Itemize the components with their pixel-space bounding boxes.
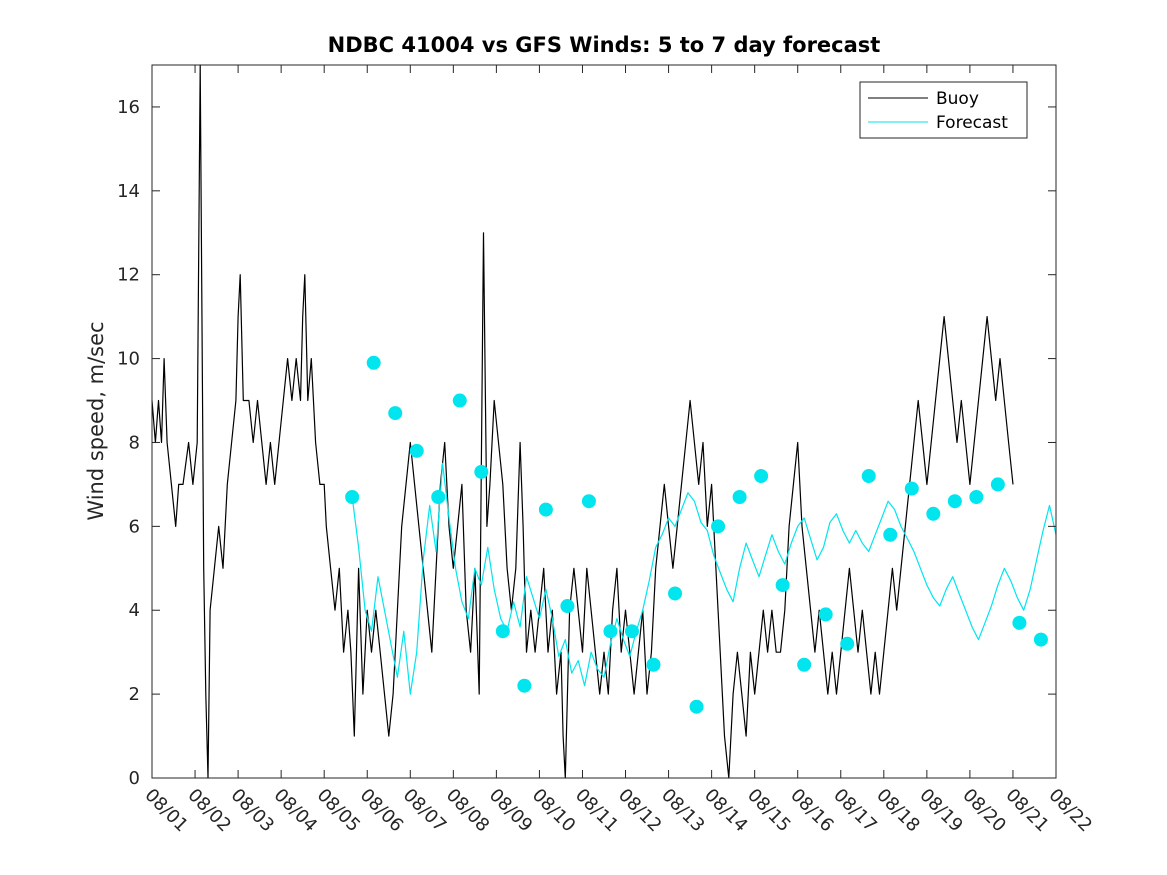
forecast-marker	[517, 678, 532, 693]
forecast-marker	[366, 355, 381, 370]
forecast-marker	[1012, 615, 1027, 630]
y-tick-label: 0	[129, 768, 140, 789]
forecast-marker	[409, 443, 424, 458]
forecast-marker	[732, 489, 747, 504]
forecast-marker	[797, 657, 812, 672]
legend-box	[859, 81, 1028, 139]
chart-title: NDBC 41004 vs GFS Winds: 5 to 7 day fore…	[328, 33, 881, 57]
forecast-marker	[345, 489, 360, 504]
x-tick-label: 08/05	[313, 785, 365, 837]
y-tick-label: 6	[129, 516, 140, 537]
forecast-marker	[711, 519, 726, 534]
forecast-marker	[689, 699, 704, 714]
legend: Buoy Forecast	[859, 81, 1028, 139]
forecast-marker	[388, 406, 403, 421]
series-line-forecast	[351, 462, 1057, 695]
plot-area	[152, 65, 1056, 778]
forecast-marker	[538, 502, 553, 517]
x-tick-label: 08/16	[786, 785, 838, 837]
x-tick-label: 08/04	[270, 785, 322, 837]
y-tick-label: 2	[129, 684, 140, 705]
forecast-marker	[560, 599, 575, 614]
x-tick-label: 08/13	[657, 785, 709, 837]
forecast-marker	[754, 469, 769, 484]
x-tick-label: 08/10	[528, 785, 580, 837]
forecast-marker	[474, 464, 489, 479]
forecast-marker	[495, 624, 510, 639]
x-tick-label: 08/22	[1044, 785, 1096, 837]
forecast-marker	[818, 607, 833, 622]
forecast-marker	[840, 636, 855, 651]
x-tick-label: 08/14	[700, 785, 752, 837]
x-tick-label: 08/20	[958, 785, 1010, 837]
y-tick-label: 10	[117, 349, 140, 370]
forecast-marker	[603, 624, 618, 639]
x-tick-label: 08/11	[571, 785, 623, 837]
x-tick-label: 08/12	[614, 785, 666, 837]
x-tick-label: 08/15	[743, 785, 795, 837]
y-tick-label: 4	[129, 600, 140, 621]
x-tick-label: 08/09	[485, 785, 537, 837]
series-layer	[151, 64, 1057, 779]
plot-frame	[151, 64, 1057, 779]
y-axis: 0 2 4 6 8 10 12 14 16	[117, 97, 1056, 789]
x-tick-label: 08/19	[915, 785, 967, 837]
x-tick-label: 08/17	[829, 785, 881, 837]
forecast-marker	[668, 586, 683, 601]
forecast-marker	[904, 481, 919, 496]
x-tick-label: 08/07	[399, 785, 451, 837]
y-tick-label: 12	[117, 265, 140, 286]
forecast-marker	[775, 578, 790, 593]
forecast-marker	[947, 494, 962, 509]
forecast-marker	[969, 489, 984, 504]
legend-forecast-label: Forecast	[936, 113, 1008, 133]
forecast-marker-layer	[345, 355, 1048, 714]
forecast-marker	[926, 506, 941, 521]
forecast-marker	[1033, 632, 1048, 647]
x-tick-label: 08/02	[184, 785, 236, 837]
x-tick-label: 08/06	[356, 785, 408, 837]
x-tick-label: 08/01	[140, 785, 192, 837]
forecast-marker	[883, 527, 898, 542]
forecast-marker	[581, 494, 596, 509]
forecast-marker	[646, 657, 661, 672]
forecast-marker	[990, 477, 1005, 492]
x-tick-label: 08/18	[872, 785, 924, 837]
forecast-marker	[452, 393, 467, 408]
forecast-marker	[624, 624, 639, 639]
y-tick-label: 14	[117, 181, 140, 202]
x-tick-label: 08/03	[227, 785, 279, 837]
forecast-marker	[861, 469, 876, 484]
x-tick-label: 08/08	[442, 785, 494, 837]
legend-buoy-label: Buoy	[936, 89, 979, 109]
y-axis-label: Wind speed, m/sec	[84, 321, 108, 520]
y-tick-label: 16	[117, 97, 140, 118]
x-tick-label: 08/21	[1001, 785, 1053, 837]
series-line-buoy	[151, 64, 1014, 779]
y-tick-label: 8	[129, 432, 140, 453]
forecast-marker	[431, 489, 446, 504]
